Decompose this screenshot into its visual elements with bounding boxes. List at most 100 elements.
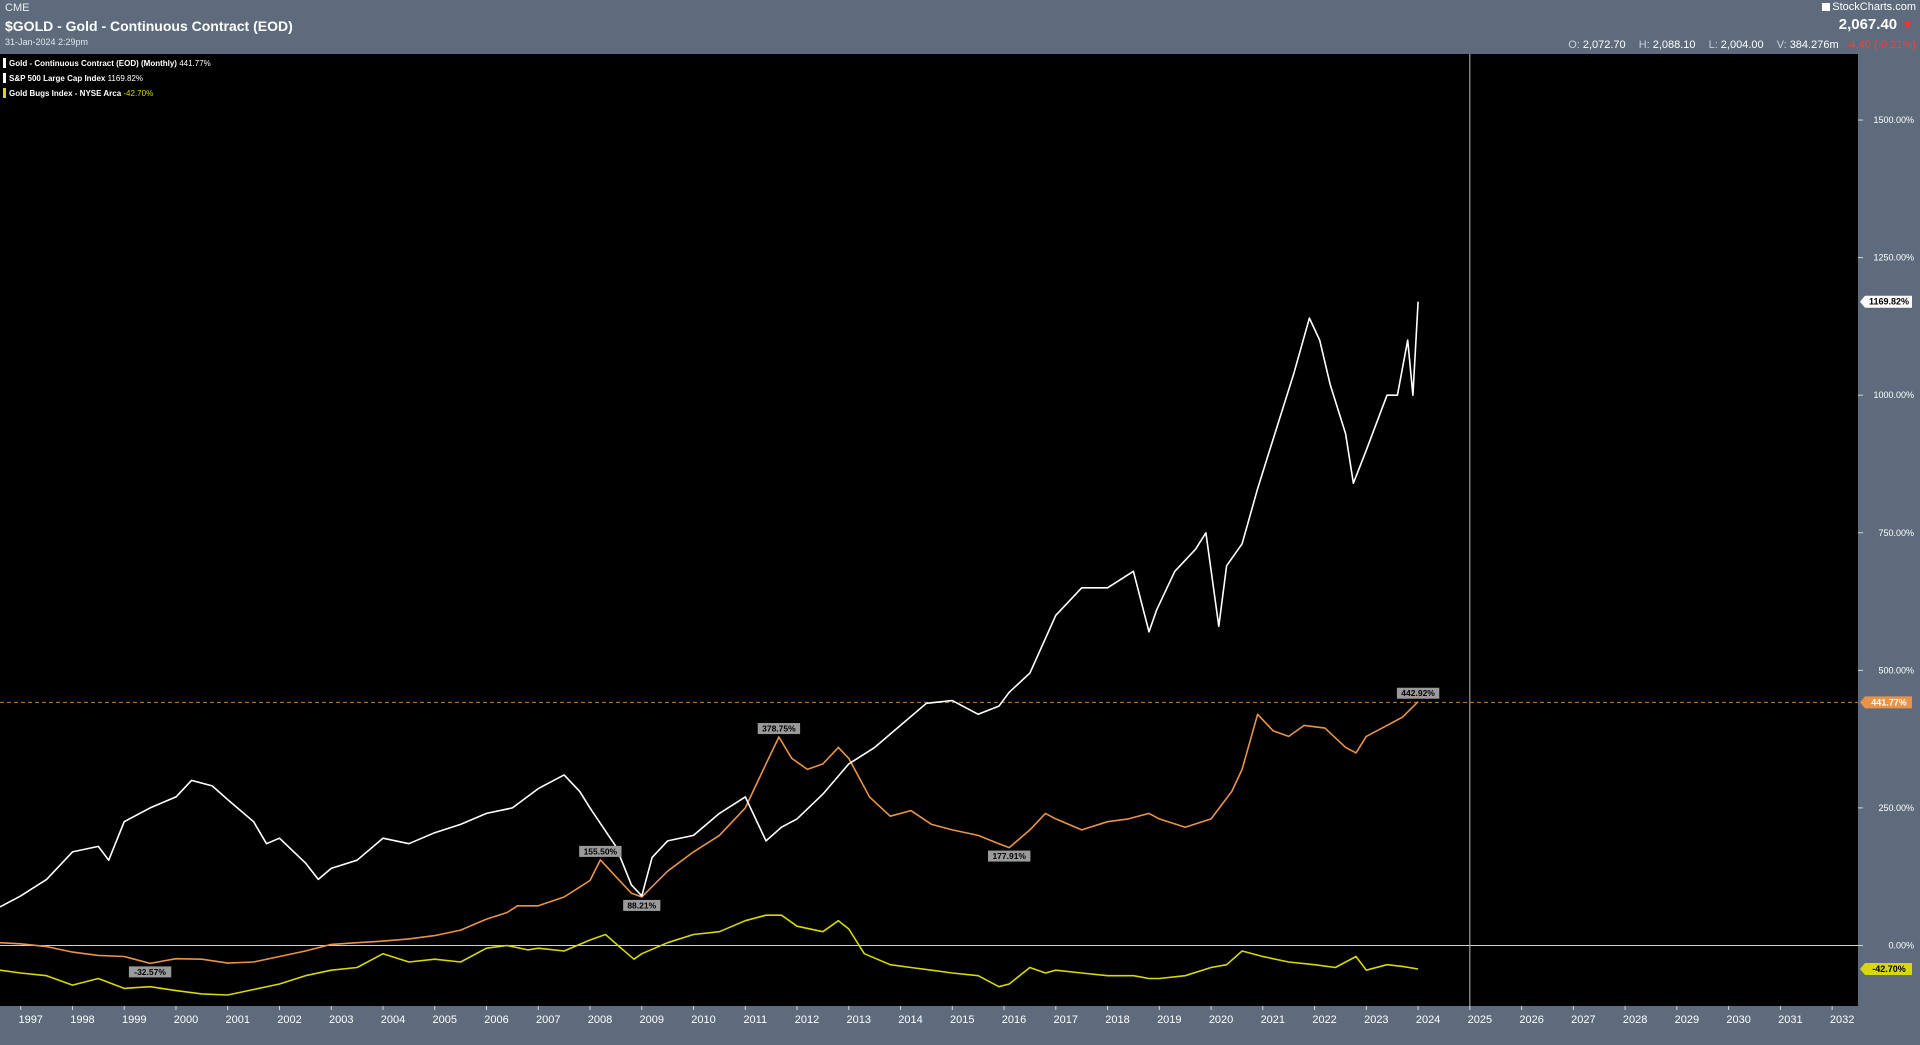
series-line-gold[interactable]	[0, 701, 1419, 965]
legend-swatch-spx	[3, 73, 6, 83]
change-value: -4.40 (-0.21%)	[1845, 39, 1916, 51]
legend-series-value: 1169.82%	[108, 74, 143, 83]
x-tick-label: 2005	[432, 1014, 456, 1026]
annotation-box	[579, 845, 622, 857]
x-tick-label: 2031	[1778, 1014, 1802, 1026]
x-tick-label: 2011	[743, 1014, 767, 1026]
legend-series-value: 441.77%	[179, 59, 211, 68]
y-tick-label: 250.00%	[1878, 803, 1914, 813]
chart-header: CME $GOLD - Gold - Continuous Contract (…	[0, 0, 1920, 54]
annotation-box	[128, 966, 172, 978]
annotation-box	[988, 850, 1031, 862]
annotation-box	[1396, 687, 1440, 699]
stockcharts-logo-icon	[1822, 3, 1831, 12]
low-label: L:	[1708, 39, 1718, 51]
x-axis: 1997 1998 1999 2000 2001 2002 2003 2004 2005 2006…	[18, 1006, 1854, 1026]
x-tick-label: 2028	[1623, 1014, 1647, 1026]
last-value-tag-spx	[1860, 295, 1912, 308]
down-triangle-icon: ▼	[1901, 17, 1914, 32]
reference-lines	[0, 54, 1858, 1006]
x-tick-label: 2010	[691, 1014, 715, 1026]
annotation-label: -32.57%	[134, 967, 166, 977]
x-tick-label: 2018	[1105, 1014, 1129, 1026]
legend-item-spx[interactable]: S&P 500 Large Cap Index 1169.82%	[9, 74, 143, 83]
x-tick-label: 2002	[277, 1014, 301, 1026]
x-tick-label: 1998	[70, 1014, 94, 1026]
last-value-tag-hui	[1860, 962, 1912, 975]
y-tick-label: 1500.00%	[1873, 115, 1914, 125]
legend-series-name: Gold - Continuous Contract (EOD) (Monthl…	[9, 59, 179, 68]
chart-date: 31-Jan-2024 2:29pm	[5, 37, 89, 47]
x-tick-label: 2007	[536, 1014, 560, 1026]
x-tick-label: 2032	[1830, 1014, 1854, 1026]
legend-series-name: S&P 500 Large Cap Index	[9, 74, 108, 83]
open-value: 2,072.70	[1582, 39, 1626, 51]
annotation-label: 177.91%	[992, 851, 1026, 861]
y-tick-label: 1250.00%	[1873, 253, 1914, 263]
annotation-box	[757, 723, 801, 735]
high-value: 2,088.10	[1652, 39, 1696, 51]
x-tick-label: 2003	[329, 1014, 353, 1026]
annotation-box	[623, 899, 661, 911]
x-tick-label: 2015	[950, 1014, 974, 1026]
last-value-tag-gold	[1860, 696, 1912, 709]
open-label: O:	[1568, 39, 1580, 51]
x-tick-label: 2021	[1261, 1014, 1285, 1026]
x-tick-label: 1997	[18, 1014, 42, 1026]
y-axis: 0.00% 250.00% 500.00% 750.00% 1000.00% 1250.0…	[1858, 115, 1914, 950]
x-tick-label: 2017	[1054, 1014, 1078, 1026]
x-tick-label: 2008	[588, 1014, 612, 1026]
series-layer	[0, 301, 1419, 996]
brand-logo[interactable]: StockCharts.com	[1822, 1, 1916, 13]
x-tick-label: 2006	[484, 1014, 508, 1026]
x-tick-label: 2019	[1157, 1014, 1181, 1026]
x-tick-label: 2004	[381, 1014, 405, 1026]
x-tick-label: 2000	[174, 1014, 198, 1026]
x-tick-label: 2027	[1571, 1014, 1595, 1026]
y-tick-label: 750.00%	[1878, 528, 1914, 538]
legend-swatch-hui	[3, 88, 6, 98]
x-tick-label: 2026	[1519, 1014, 1543, 1026]
x-tick-label: 1999	[122, 1014, 146, 1026]
x-tick-label: 2022	[1312, 1014, 1336, 1026]
x-tick-label: 2029	[1675, 1014, 1699, 1026]
annotation-label: 378.75%	[762, 724, 796, 734]
legend-item-hui[interactable]: Gold Bugs Index - NYSE Arca -42.70%	[9, 89, 153, 98]
legend: Gold - Continuous Contract (EOD) (Monthl…	[3, 58, 211, 98]
brand-label: StockCharts.com	[1832, 1, 1916, 13]
y-tick-label: 1000.00%	[1873, 390, 1914, 400]
exchange-label: CME	[5, 2, 30, 14]
legend-swatch-gold	[3, 58, 6, 68]
volume-label: V:	[1776, 39, 1787, 51]
last-price: 2,067.40	[1838, 16, 1898, 33]
last-value-tag-label: 441.77%	[1871, 697, 1907, 707]
x-tick-label: 2001	[225, 1014, 249, 1026]
x-tick-label: 2014	[898, 1014, 922, 1026]
annotations: -32.57% 155.50% 88.21% 378.75% 177.91% 442.92…	[128, 687, 1440, 978]
annotation-label: 155.50%	[584, 846, 618, 856]
x-tick-label: 2025	[1468, 1014, 1492, 1026]
y-tick-label: 0.00%	[1888, 940, 1914, 950]
x-tick-label: 2023	[1364, 1014, 1388, 1026]
x-tick-label: 2030	[1726, 1014, 1750, 1026]
legend-item-gold[interactable]: Gold - Continuous Contract (EOD) (Monthl…	[9, 59, 211, 68]
last-value-tag-label: -42.70%	[1872, 964, 1906, 974]
last-price-block: 2,067.40 ▼	[1839, 16, 1914, 33]
x-tick-label: 2013	[847, 1014, 871, 1026]
x-tick-label: 2012	[795, 1014, 819, 1026]
series-line-hui[interactable]	[0, 914, 1419, 996]
x-tick-label: 2009	[640, 1014, 664, 1026]
chart-title: $GOLD - Gold - Continuous Contract (EOD)	[5, 18, 293, 34]
series-line-spx[interactable]	[0, 301, 1419, 908]
volume-value: 384.276m	[1789, 39, 1839, 51]
annotation-label: 442.92%	[1401, 688, 1435, 698]
x-tick-label: 2020	[1209, 1014, 1233, 1026]
annotation-label: 88.21%	[627, 900, 656, 910]
x-tick-label: 2016	[1002, 1014, 1026, 1026]
low-value: 2,004.00	[1720, 39, 1764, 51]
plot-area[interactable]	[0, 54, 1858, 1006]
ohlc-readout: O: 2,072.70 H: 2,088.10 L: 2,004.00 V: 384.2…	[1558, 39, 1916, 51]
legend-series-value: -42.70%	[123, 89, 153, 98]
last-value-tag-label: 1169.82%	[1869, 297, 1909, 307]
